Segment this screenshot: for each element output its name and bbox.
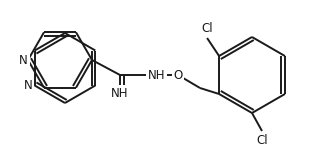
Text: N: N bbox=[19, 54, 28, 67]
Text: Cl: Cl bbox=[256, 134, 268, 147]
Text: O: O bbox=[173, 69, 182, 82]
Text: NH: NH bbox=[111, 87, 129, 100]
Text: NH: NH bbox=[148, 69, 165, 82]
Text: Cl: Cl bbox=[201, 22, 213, 35]
Text: N: N bbox=[24, 79, 33, 92]
